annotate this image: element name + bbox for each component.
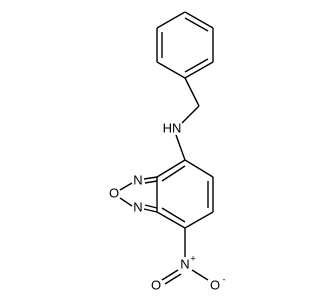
- bond: [184, 17, 209, 32]
- atom-charge: -: [223, 274, 226, 284]
- atom-label: N: [133, 199, 142, 214]
- bond: [156, 211, 186, 229]
- bond: [119, 197, 133, 207]
- atom-label: N: [133, 172, 142, 187]
- bond: [156, 159, 186, 178]
- bond: [156, 11, 186, 29]
- bond: [184, 61, 214, 79]
- atom-label: O: [210, 277, 220, 292]
- bond: [184, 58, 209, 73]
- bond: [175, 134, 186, 161]
- atom-charge: +: [190, 253, 195, 263]
- bond: [161, 269, 179, 281]
- bond: [143, 176, 158, 180]
- atom-label: N: [180, 256, 189, 271]
- atom-label: O: [151, 277, 161, 292]
- bond: [191, 269, 209, 281]
- bond: [164, 273, 182, 285]
- bond: [144, 204, 158, 209]
- bond: [143, 208, 158, 213]
- bond: [161, 207, 186, 223]
- bond: [181, 105, 200, 124]
- atom-label: O: [109, 185, 119, 200]
- bond: [184, 77, 200, 107]
- bond: [119, 182, 133, 191]
- atom-label: HN: [163, 120, 182, 135]
- bond: [184, 211, 214, 229]
- bonds: [119, 11, 214, 285]
- bond: [184, 11, 214, 29]
- structure: HN N O N N + O O -: [109, 11, 226, 292]
- bond: [144, 180, 158, 184]
- bond: [161, 165, 186, 182]
- bond: [156, 61, 186, 79]
- bond: [184, 159, 214, 178]
